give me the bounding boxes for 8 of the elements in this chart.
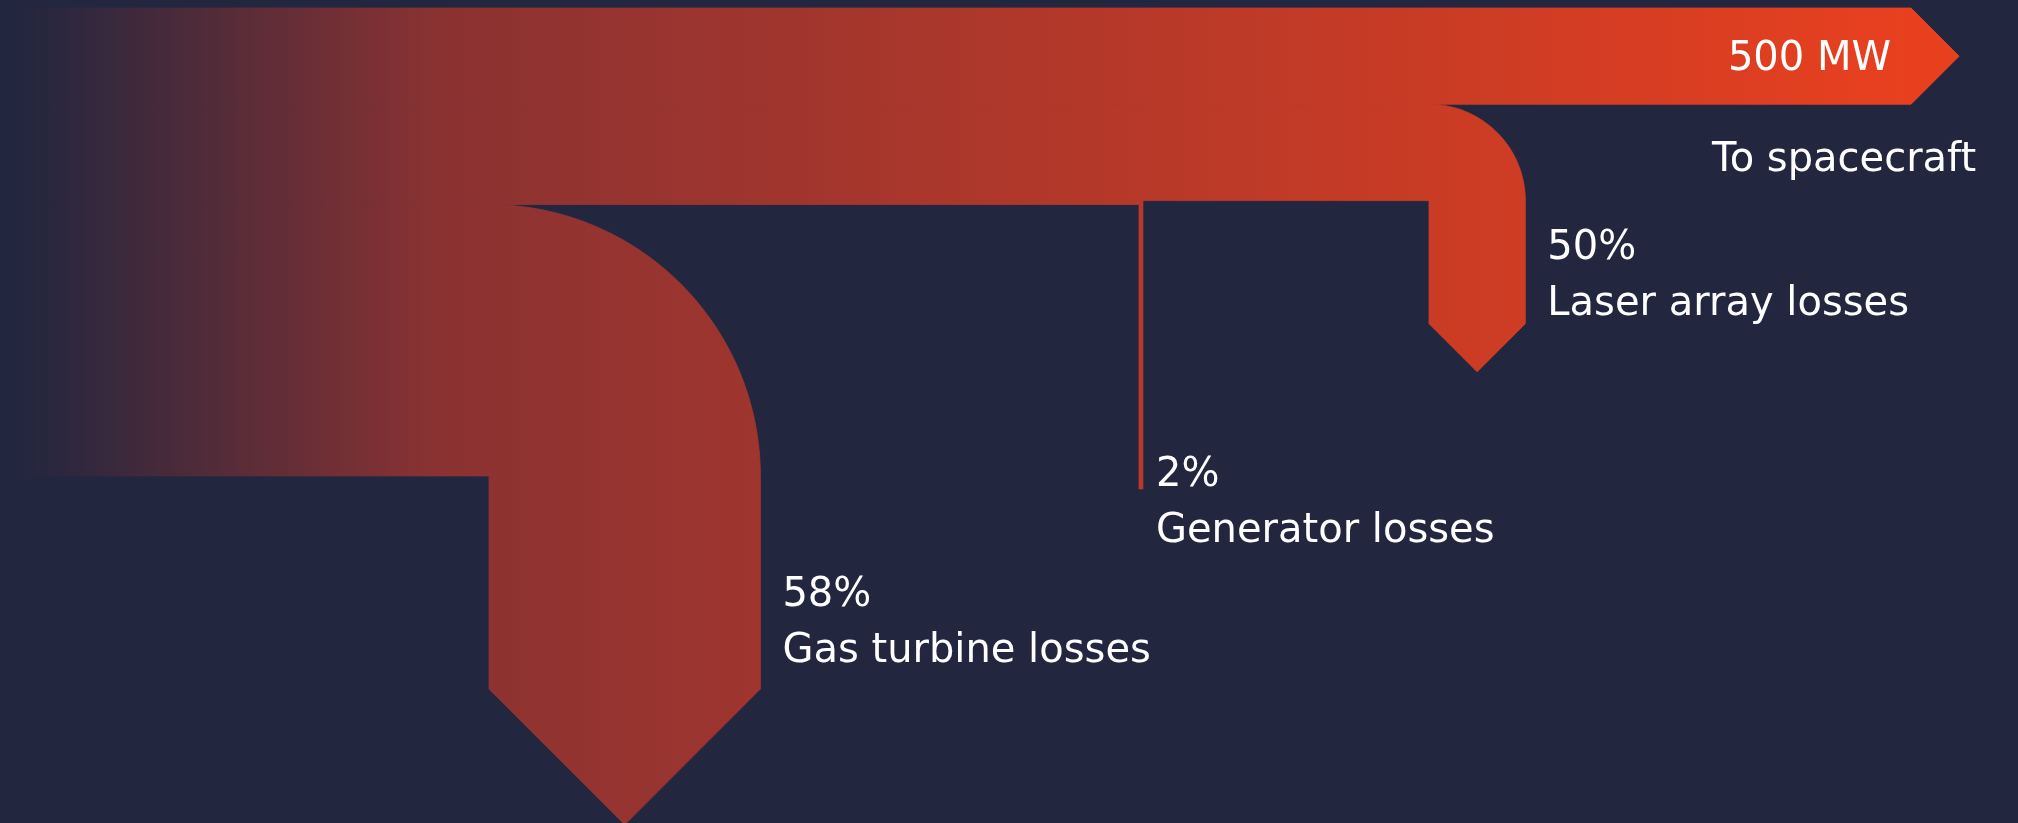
data-label: 500 MW [1727, 33, 1891, 80]
category-label: Generator losses [1156, 505, 1495, 551]
data-label: 50% [1547, 221, 1637, 268]
category-label: Laser array losses [1547, 277, 1910, 324]
category-label: To spacecraft [1711, 134, 1977, 180]
category-label: Gas turbine losses [782, 625, 1151, 671]
data-label: 58% [782, 569, 872, 615]
data-label: 2% [1156, 449, 1220, 495]
